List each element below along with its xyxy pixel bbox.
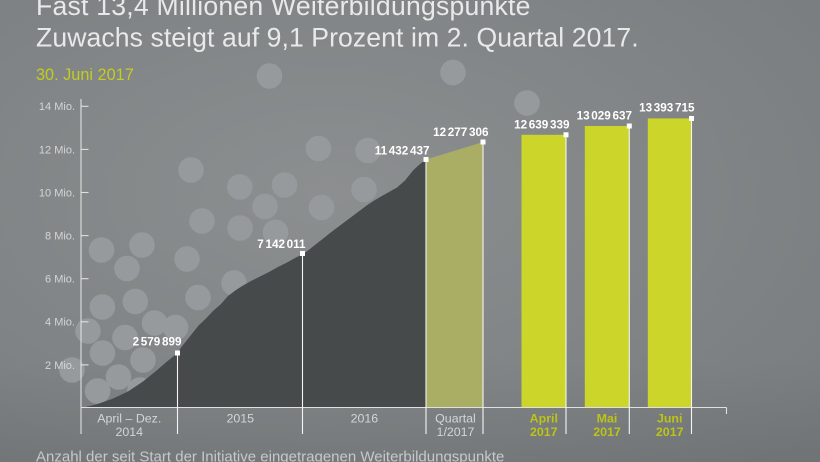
svg-text:April: April <box>530 411 558 425</box>
svg-text:4 Mio.: 4 Mio. <box>45 317 75 329</box>
svg-text:Zuwachs steigt auf 9,1 Prozent: Zuwachs steigt auf 9,1 Prozent im 2. Qua… <box>36 22 639 52</box>
svg-text:2 Mio.: 2 Mio. <box>45 360 75 372</box>
svg-text:2014: 2014 <box>116 425 144 439</box>
svg-text:2 579 899: 2 579 899 <box>133 336 182 349</box>
svg-text:8 Mio.: 8 Mio. <box>45 231 75 243</box>
svg-text:1/2017: 1/2017 <box>437 425 475 439</box>
svg-text:13 029 637: 13 029 637 <box>577 109 632 122</box>
svg-text:April – Dez.: April – Dez. <box>97 411 161 425</box>
svg-text:Juni: Juni <box>657 411 682 425</box>
svg-text:14 Mio.: 14 Mio. <box>39 101 75 113</box>
svg-text:2017: 2017 <box>530 425 558 439</box>
svg-text:30. Juni 2017: 30. Juni 2017 <box>36 66 134 84</box>
svg-text:12 277 306: 12 277 306 <box>433 126 489 139</box>
svg-text:11 432 437: 11 432 437 <box>375 145 430 158</box>
svg-text:2017: 2017 <box>593 425 621 439</box>
svg-text:Fast 13,4 Millionen Weiterbild: Fast 13,4 Millionen Weiterbildungspunkte <box>36 0 531 21</box>
svg-text:7 142 011: 7 142 011 <box>257 238 306 251</box>
svg-text:2017: 2017 <box>656 425 684 439</box>
svg-text:10 Mio.: 10 Mio. <box>39 187 75 199</box>
svg-text:Anzahl der seit Start der Init: Anzahl der seit Start der Initiative ein… <box>36 448 504 462</box>
svg-text:13 393 715: 13 393 715 <box>639 101 695 114</box>
svg-text:2016: 2016 <box>351 411 379 425</box>
svg-text:Quartal: Quartal <box>435 411 476 425</box>
svg-text:2015: 2015 <box>227 411 255 425</box>
svg-text:Mai: Mai <box>597 411 618 425</box>
svg-text:6 Mio.: 6 Mio. <box>45 274 75 286</box>
svg-text:12 639 339: 12 639 339 <box>514 119 570 132</box>
svg-text:12 Mio.: 12 Mio. <box>39 144 75 156</box>
